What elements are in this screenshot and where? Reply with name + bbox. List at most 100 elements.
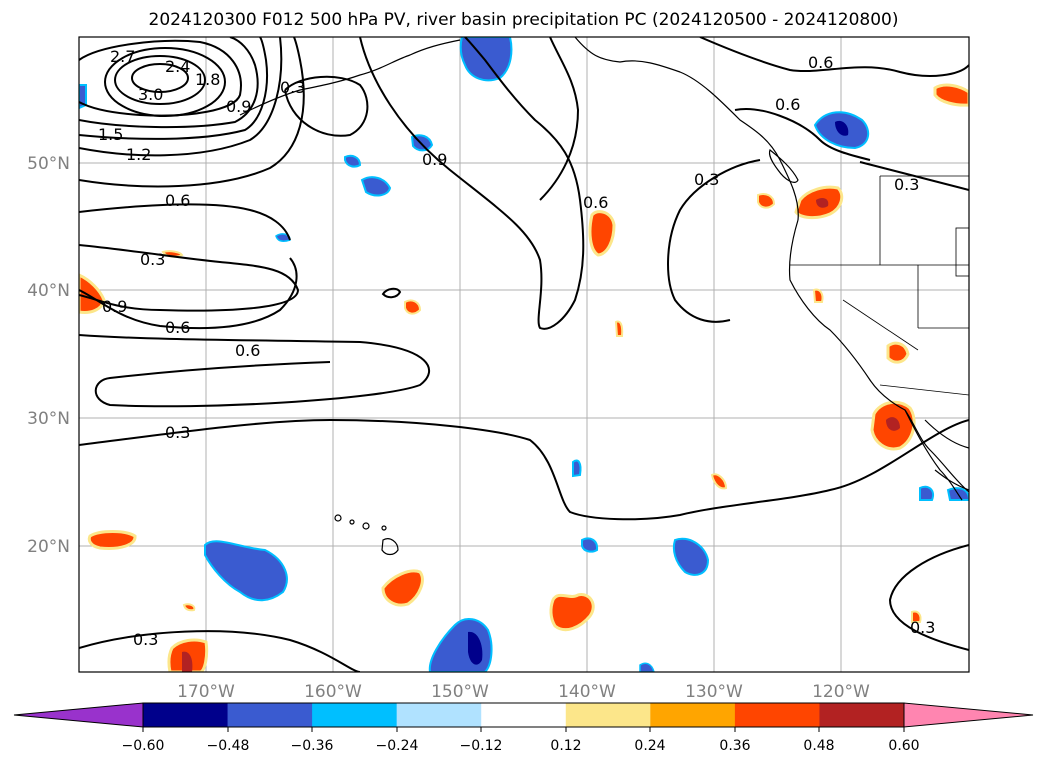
colorbar-segment [312, 703, 398, 727]
coastline-baja [904, 409, 963, 501]
colorbar-segment [819, 703, 905, 727]
precip-blob-neg-small-4 [572, 459, 582, 478]
coastline-alaska-bc [574, 37, 799, 221]
coastlines [239, 37, 969, 501]
contour-label: 0.3 [894, 175, 919, 194]
pv-contour-0.6-mid [79, 334, 431, 408]
contour-label: 0.6 [583, 193, 608, 212]
lon-labels: 170°W 160°W 150°W 140°W 130°W 120°W [177, 682, 870, 702]
borders [790, 175, 969, 396]
contour-label: 0.3 [165, 423, 190, 442]
contour-label: 0.6 [165, 191, 190, 210]
colorbar-label: −0.24 [376, 738, 419, 754]
precip-blob-neg-south-core [468, 631, 483, 665]
contour-label: 2.7 [110, 47, 135, 66]
contour-label: 1.5 [98, 125, 123, 144]
colorbar-label: −0.12 [460, 738, 503, 754]
pv-contour-0.6-ring [79, 257, 298, 330]
island-maui [362, 522, 370, 530]
precip-blob-neg-small-5 [919, 485, 934, 501]
pv-contour-0.3-mid-pacific [667, 159, 761, 323]
lat-label: 30°N [27, 409, 70, 429]
colorbar-segments [143, 703, 905, 727]
positive-precip-areas [79, 83, 969, 672]
pv-contour-0.3-us [859, 161, 969, 191]
precip-blob-neg-small-2 [344, 154, 362, 168]
precip-blob-pos-small-8 [911, 610, 922, 623]
map-title: 2024120300 F012 500 hPa PV, river basin … [148, 10, 899, 30]
precip-blob-pos-small-7 [182, 603, 196, 612]
colorbar-ticks [142, 727, 905, 732]
island-big-island [381, 538, 399, 556]
precip-blob-pos-offshore [588, 210, 616, 257]
precip-blob-pos-oregon-core [816, 198, 829, 208]
colorbar-segment [734, 703, 820, 727]
coastline-west-us [788, 219, 969, 493]
colorbar-label: −0.36 [291, 738, 334, 754]
pv-contour-3.0 [131, 63, 189, 93]
colorbar-labels: −0.60 −0.48 −0.36 −0.24 −0.12 0.12 0.24 … [122, 738, 920, 754]
lon-label: 150°W [431, 682, 489, 702]
border-state-box [955, 227, 969, 277]
colorbar-label: 0.60 [888, 738, 919, 754]
colorbar-segment [143, 703, 229, 727]
colorbar-segment [227, 703, 313, 727]
precip-blob-neg-north [459, 37, 513, 82]
lon-label: 120°W [812, 682, 870, 702]
pv-contour-0.6-ne [699, 37, 969, 77]
precip-blob-pos-small-1 [404, 299, 422, 315]
contour-label: 0.9 [226, 97, 251, 116]
precip-blob-neg-small-3 [581, 537, 599, 553]
precip-blob-pos-small-2 [757, 193, 776, 209]
contour-label: 0.6 [235, 341, 260, 360]
colorbar-extend-max [903, 702, 1034, 728]
colorbar-label: 0.12 [550, 738, 581, 754]
lon-label: 160°W [304, 682, 362, 702]
contour-label: 0.3 [280, 78, 305, 97]
pv-contour-0.3-se [888, 544, 969, 651]
pv-contour-2.1 [79, 39, 242, 117]
lat-label: 50°N [27, 154, 70, 174]
border-us-mexico [879, 384, 969, 396]
pv-contour-0.3-bottom [79, 630, 361, 672]
colorbar: −0.60 −0.48 −0.36 −0.24 −0.12 0.12 0.24 … [13, 702, 1034, 754]
contour-label: 2.4 [165, 57, 190, 76]
pv-contour-0.6-north [539, 37, 580, 201]
contour-label: 0.6 [775, 95, 800, 114]
pv-contour-0.9-west [79, 37, 305, 188]
colorbar-extend-min [13, 702, 144, 728]
precip-blob-pos-small-6 [614, 320, 624, 337]
pv-contour-1.8 [79, 37, 259, 129]
map-area [79, 37, 969, 672]
colorbar-label: −0.60 [122, 738, 165, 754]
precip-blob-pos-hawaii [381, 569, 424, 607]
contour-label: 0.3 [133, 630, 158, 649]
coastline-gulf [924, 419, 969, 449]
contour-label: 0.3 [140, 250, 165, 269]
lat-label: 20°N [27, 537, 70, 557]
precip-blob-neg-small-9 [639, 662, 655, 672]
lat-labels: 50°N 40°N 30°N 20°N [27, 154, 70, 557]
precip-blob-neg-hawaii-east [672, 537, 710, 576]
pv-contour-0.3-south [79, 418, 969, 521]
colorbar-segment [396, 703, 482, 727]
precip-blob-neg-hawaii-west [204, 540, 288, 602]
contour-label: 0.6 [165, 318, 190, 337]
precip-blob-neg-bc-core [835, 120, 849, 136]
island-lanai [381, 525, 387, 531]
pv-contour-small-loop [381, 287, 402, 299]
contour-label: 0.9 [102, 297, 127, 316]
colorbar-label: −0.48 [207, 738, 250, 754]
precip-blob-pos-small-3 [710, 473, 728, 490]
precip-blob-neg-mid [360, 176, 392, 197]
map-frame [78, 36, 970, 673]
pv-contour-0.9-ridge [359, 37, 585, 330]
colorbar-frame [142, 702, 905, 728]
precip-blob-pos-ne [933, 83, 969, 107]
lat-label: 40°N [27, 281, 70, 301]
pv-contour-1.5 [79, 37, 268, 140]
colorbar-label: 0.48 [803, 738, 834, 754]
colorbar-segment [650, 703, 736, 727]
lon-label: 170°W [177, 682, 235, 702]
hawaiian-islands [334, 514, 399, 556]
